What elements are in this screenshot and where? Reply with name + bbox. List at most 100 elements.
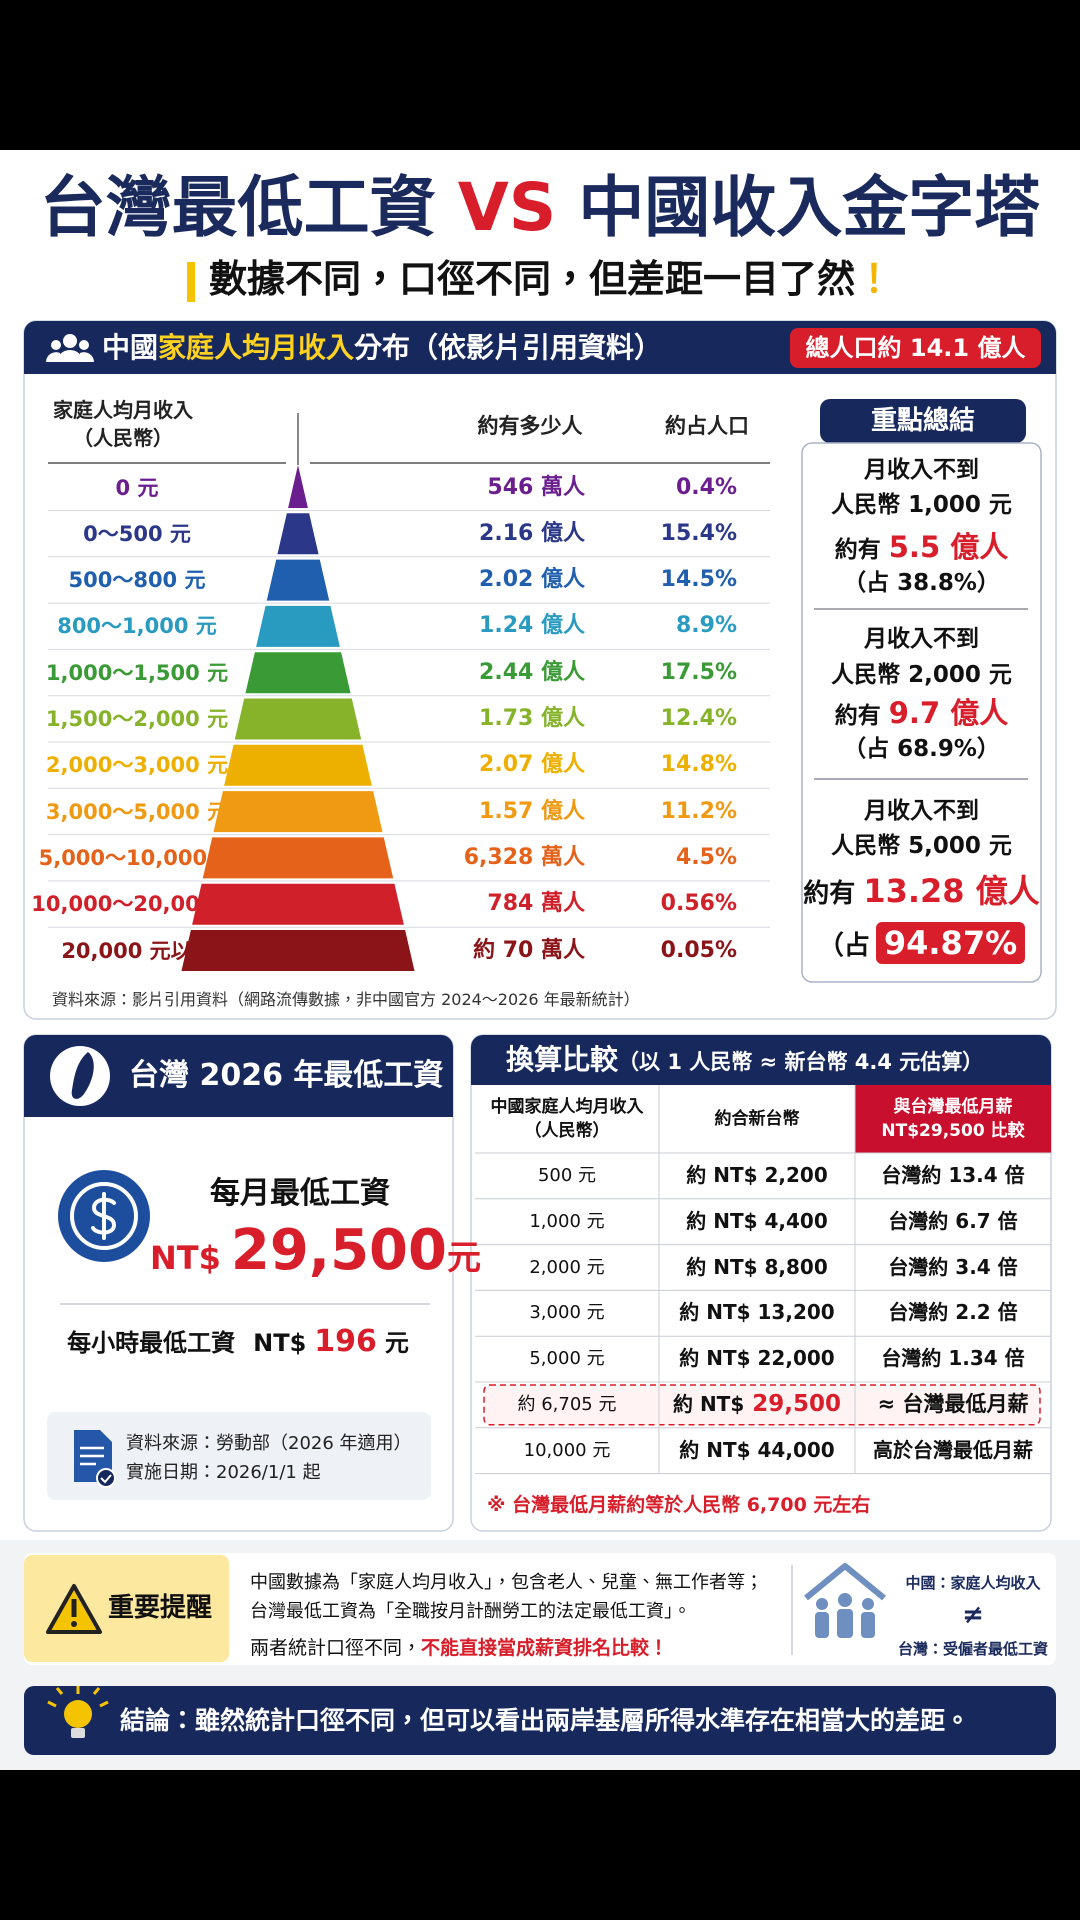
conversion-title-text: 換算比較 xyxy=(506,1043,619,1076)
table-cell: 約 NT$ 13,200 xyxy=(679,1300,835,1325)
conclusion: 結論：雖然統計口徑不同，但可以看出兩岸基層所得水準存在相當大的差距。 xyxy=(120,1706,971,1735)
notice-warning: 不能直接當成薪資排名比較！ xyxy=(421,1637,669,1659)
people-icon xyxy=(46,334,94,362)
population-share: 0.56% xyxy=(660,891,737,917)
monthly-label: 每月最低工資 xyxy=(210,1176,390,1211)
col-income-unit: （人民幣） xyxy=(73,426,173,450)
pyramid-layer xyxy=(234,698,362,740)
population-share: 14.8% xyxy=(660,752,737,778)
hourly-amount: 196 xyxy=(314,1324,377,1359)
dollar-ring xyxy=(70,1182,138,1250)
conversion-title: 換算比較（以 1 人民幣 ≈ 新台幣 4.4 元估算） xyxy=(506,1035,983,1085)
income-range: 500～800 元 xyxy=(68,568,206,593)
people-count: 2.02 億人 xyxy=(479,567,585,593)
notice-title: 重要提醒 xyxy=(108,1593,213,1623)
summary-line: 月收入不到 xyxy=(864,626,979,652)
income-range: 0 元 xyxy=(115,475,159,500)
pyramid-layer xyxy=(181,930,415,971)
taiwan-header xyxy=(24,1035,453,1117)
table-header-text: 約合新台幣 xyxy=(714,1109,800,1129)
title-part: 台灣最低工資 xyxy=(39,169,436,246)
unit: 元 xyxy=(446,1238,481,1278)
pyramid-layer xyxy=(256,605,340,647)
table-cell: 約 NT$ 29,500 xyxy=(659,1382,855,1428)
income-range: 0～500 元 xyxy=(83,521,191,546)
income-range: 3,000～5,000 元 xyxy=(45,799,229,824)
pyramid-layer xyxy=(266,559,330,601)
check-badge xyxy=(96,1468,116,1488)
table-header-text: （人民幣） xyxy=(524,1121,610,1141)
hourly-label: 每小時最低工資 xyxy=(67,1329,236,1357)
taiwan-effective: 實施日期：2026/1/1 起 xyxy=(126,1462,321,1483)
summary-count: 約有 5.5 億人 xyxy=(802,527,1041,567)
people-count: 2.16 億人 xyxy=(479,520,585,546)
population-share: 15.4% xyxy=(660,520,737,546)
table-cell: 2,000 元 xyxy=(529,1256,605,1278)
table-grid xyxy=(475,1085,1051,1475)
pyramid-layer xyxy=(245,652,351,694)
notice-line: 兩者統計口徑不同，不能直接當成薪資排名比較！ xyxy=(250,1634,668,1662)
conclusion-bar xyxy=(24,1686,1056,1755)
pyramid-title: 中國家庭人均月收入分布（依影片引用資料） xyxy=(102,321,662,374)
table-cell: 1,000 元 xyxy=(529,1210,605,1232)
table-cell: 約 NT$ 22,000 xyxy=(679,1346,835,1371)
table-header-cell: 中國家庭人均月收入 （人民幣） xyxy=(475,1085,659,1153)
conversion-header xyxy=(471,1035,1051,1085)
conversion-footnote: ※ 台灣最低月薪約等於人民幣 6,700 元左右 xyxy=(487,1494,871,1516)
population-share: 17.5% xyxy=(660,659,737,685)
table-cell-amount: 29,500 xyxy=(752,1391,842,1417)
income-range: 2,000～3,000 元 xyxy=(45,753,229,778)
summary-count-prefix: 約有 xyxy=(834,537,881,563)
title: 台灣最低工資 VS 中國收入金字塔 xyxy=(0,172,1080,244)
people-count: 2.44 億人 xyxy=(479,659,585,685)
summary-line: 人民幣 5,000 元 xyxy=(831,833,1012,859)
summary-share-badge: 94.87% xyxy=(875,922,1026,964)
summary-line: 人民幣 1,000 元 xyxy=(831,492,1012,518)
table-cell: 約 NT$ 4,400 xyxy=(686,1208,828,1233)
summary-share: （占 94.87% xyxy=(802,919,1041,967)
table-cell: 台灣約 13.4 倍 xyxy=(881,1163,1025,1187)
summary-box xyxy=(801,442,1042,983)
table-cell: 台灣約 2.2 倍 xyxy=(888,1300,1018,1325)
taiwan-shape xyxy=(71,1052,94,1099)
people-count: 1.24 億人 xyxy=(479,613,585,639)
summary-line: 人民幣 2,000 元 xyxy=(831,662,1012,688)
table-cell: 500 元 xyxy=(537,1165,597,1186)
col-income: 家庭人均月收入 （人民幣） xyxy=(30,396,216,452)
pyramid-title-part: 中國 xyxy=(102,331,159,364)
pyramid-layer xyxy=(224,744,372,786)
table-header-cell: 與台灣最低月薪 NT$29,500 比較 xyxy=(855,1085,1051,1153)
table-cell: 5,000 元 xyxy=(529,1348,605,1370)
people-count: 2.07 億人 xyxy=(479,752,585,778)
warning-dot xyxy=(71,1621,77,1627)
summary-count-prefix: 約有 xyxy=(834,703,881,729)
pyramid xyxy=(48,465,770,971)
people-count: 6,328 萬人 xyxy=(463,844,585,870)
summary-line: 月收入不到 xyxy=(864,798,979,824)
monthly-amount: 29,500 xyxy=(230,1218,447,1283)
family-icon xyxy=(804,1563,886,1638)
taiwan-source: 資料來源：勞動部（2026 年適用） xyxy=(126,1433,412,1454)
pyramid-layer xyxy=(192,883,404,925)
summary-share: （占 68.9%） xyxy=(843,736,1000,762)
population-share: 0.4% xyxy=(675,474,737,500)
notice-box xyxy=(24,1553,1056,1665)
notice-pill xyxy=(24,1555,229,1662)
income-range: 1,000～1,500 元 xyxy=(45,660,229,685)
unit: 元 xyxy=(384,1329,409,1357)
table-cell: 10,000 元 xyxy=(523,1439,611,1461)
table-header-text: 與台灣最低月薪 xyxy=(893,1097,1013,1117)
pyramid-layer xyxy=(288,465,308,508)
notice-line: 中國數據為「家庭人均月收入」，包含老人、兒童、無工作者等； xyxy=(250,1572,763,1593)
col-people: 約有多少人 xyxy=(477,414,583,438)
document-lines xyxy=(80,1446,104,1466)
compare-taiwan: 台灣：受僱者最低工資 xyxy=(897,1640,1048,1658)
monthly-wage: NT$ 29,500元 xyxy=(150,1218,481,1284)
conversion-note: （以 1 人民幣 ≈ 新台幣 4.4 元估算） xyxy=(618,1050,984,1074)
summary-count-value: 9.7 億人 xyxy=(888,696,1009,730)
compare-china: 中國：家庭人均收入 xyxy=(905,1574,1041,1592)
table-cell-prefix: 約 NT$ xyxy=(672,1392,745,1416)
pyramid-source: 資料來源：影片引用資料（網路流傳數據，非中國官方 2024～2026 年最新統計… xyxy=(52,990,640,1009)
summary-count: 約有 13.28 億人 xyxy=(802,871,1041,911)
